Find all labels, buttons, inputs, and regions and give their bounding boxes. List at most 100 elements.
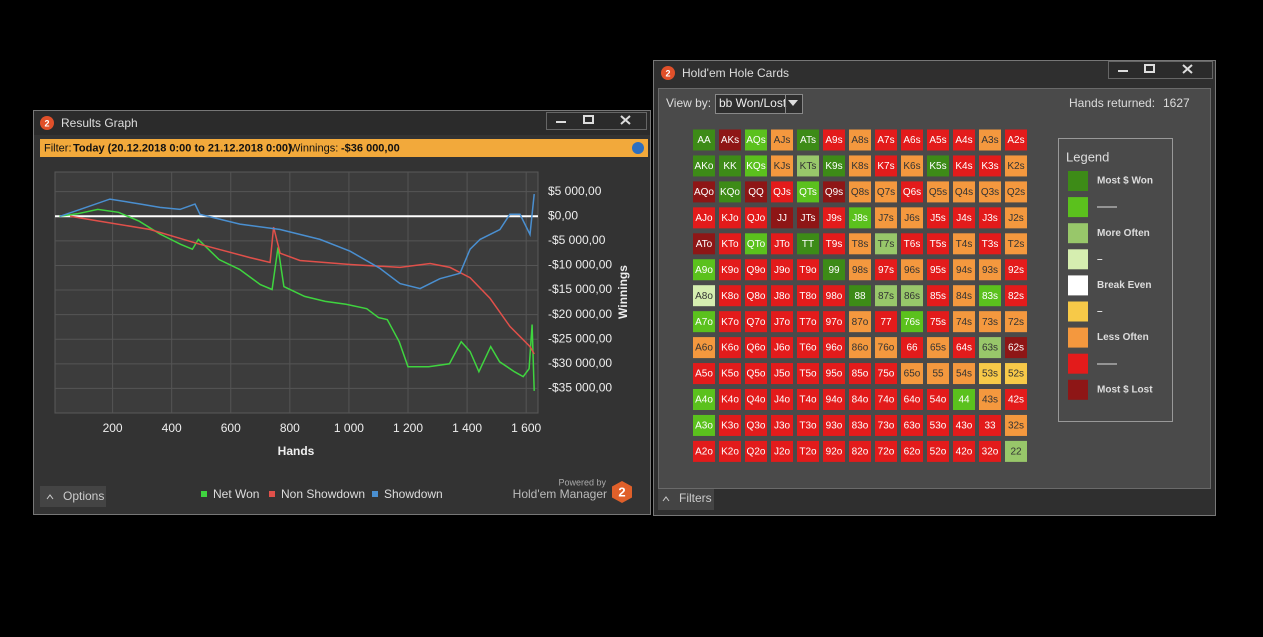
card-label: K9o: [721, 265, 739, 276]
card-cell: [693, 440, 715, 462]
card-cell: [927, 337, 949, 359]
card-label: K3s: [981, 161, 998, 172]
card-label: T2o: [799, 447, 817, 458]
legend-swatch: [1068, 197, 1088, 218]
filters-button[interactable]: [658, 489, 714, 510]
card-label: A2s: [1007, 135, 1024, 146]
card-cell: [693, 233, 715, 255]
card-cell: [953, 155, 975, 177]
card-label: A3o: [695, 421, 713, 432]
card-cell: [797, 155, 819, 177]
window-controls: [546, 112, 647, 130]
card-label: K2s: [1007, 161, 1024, 172]
card-label: T5o: [799, 369, 817, 380]
card-label: JTs: [801, 213, 816, 224]
card-label: 83o: [852, 421, 869, 432]
card-cell: [927, 363, 949, 385]
card-label: Q5s: [929, 187, 947, 198]
brand-name: Hold'em Manager: [513, 487, 607, 501]
card-label: K8o: [721, 291, 739, 302]
card-label: 86o: [852, 343, 869, 354]
y-tick-label: $0,00: [548, 208, 578, 222]
card-cell: [797, 440, 819, 462]
card-cell: [1005, 389, 1027, 410]
legend-label: More Often: [1097, 228, 1150, 239]
card-label: AJo: [695, 213, 713, 224]
card-cell: [745, 440, 767, 462]
x-tick-label: 1 600: [511, 421, 541, 435]
card-cell: [797, 389, 819, 410]
card-label: T7s: [878, 239, 895, 250]
card-label: A5s: [929, 135, 946, 146]
card-label: A3s: [981, 135, 998, 146]
card-label: 33: [984, 421, 996, 432]
card-label: A6o: [695, 343, 713, 354]
card-label: KQs: [746, 161, 765, 172]
card-cell: [927, 389, 949, 410]
hands-returned-label: Hands returned:: [1069, 96, 1155, 110]
close-icon: [1182, 64, 1193, 74]
card-cell: [901, 129, 923, 151]
card-cell: [953, 181, 975, 203]
card-label: 22: [1010, 447, 1022, 458]
card-label: T6s: [904, 239, 921, 250]
legend-swatch: [1068, 301, 1088, 322]
card-cell: [1005, 285, 1027, 307]
card-cell: [771, 337, 793, 359]
card-cell: [823, 414, 845, 436]
options-button[interactable]: [40, 486, 106, 507]
y-tick-label: -$15 000,00: [548, 282, 612, 296]
card-label: Q9s: [825, 187, 843, 198]
card-cell: [719, 207, 741, 229]
card-label: Q6o: [747, 343, 766, 354]
card-cell: [901, 311, 923, 333]
help-button[interactable]: [632, 142, 644, 154]
card-label: ATo: [696, 239, 713, 250]
card-label: AQo: [694, 187, 714, 198]
card-cell: [875, 207, 897, 229]
cards-legend: Most $ Won —— More Often – Break Even – Less O…: [1068, 171, 1153, 400]
options-label: Options: [63, 489, 104, 503]
card-label: 74s: [956, 317, 972, 328]
filter-bar: [40, 139, 648, 157]
card-cell: [823, 181, 845, 203]
legend-swatch: [1068, 171, 1088, 191]
card-cell: [719, 259, 741, 281]
card-cell: [771, 259, 793, 281]
card-label: Q9o: [747, 265, 766, 276]
card-label: K5s: [929, 161, 946, 172]
legend-label: –: [1097, 306, 1103, 317]
card-cell: [719, 181, 741, 203]
card-label: Q2o: [747, 447, 766, 458]
card-label: T9o: [799, 265, 817, 276]
legend-swatch: [1068, 353, 1088, 374]
card-cell: [719, 155, 741, 177]
card-label: K7o: [721, 317, 739, 328]
card-cell: [1005, 155, 1027, 177]
card-label: 83s: [982, 291, 998, 302]
card-label: AKo: [695, 161, 714, 172]
card-cell: [745, 337, 767, 359]
card-label: A2o: [695, 447, 713, 458]
card-cell: [745, 207, 767, 229]
view-by-dropdown[interactable]: [715, 94, 803, 114]
card-cell: [771, 311, 793, 333]
card-cell: [771, 285, 793, 307]
card-cell: [901, 440, 923, 462]
card-label: A6s: [903, 135, 920, 146]
card-label: Q4o: [747, 395, 766, 406]
app-icon: [40, 116, 54, 130]
card-label: JTo: [774, 239, 790, 250]
card-label: T7o: [799, 317, 817, 328]
legend-label: Most $ Lost: [1097, 384, 1153, 395]
card-cell: [849, 155, 871, 177]
card-cell: [719, 285, 741, 307]
card-cell: [1005, 363, 1027, 385]
card-label: QJo: [747, 213, 766, 224]
filters-chevron: [662, 496, 670, 502]
card-label: QJs: [773, 187, 791, 198]
card-cell: [693, 363, 715, 385]
card-label: Q3o: [747, 421, 766, 432]
card-cell: [1005, 414, 1027, 436]
app-icon-text: 2: [665, 68, 670, 78]
